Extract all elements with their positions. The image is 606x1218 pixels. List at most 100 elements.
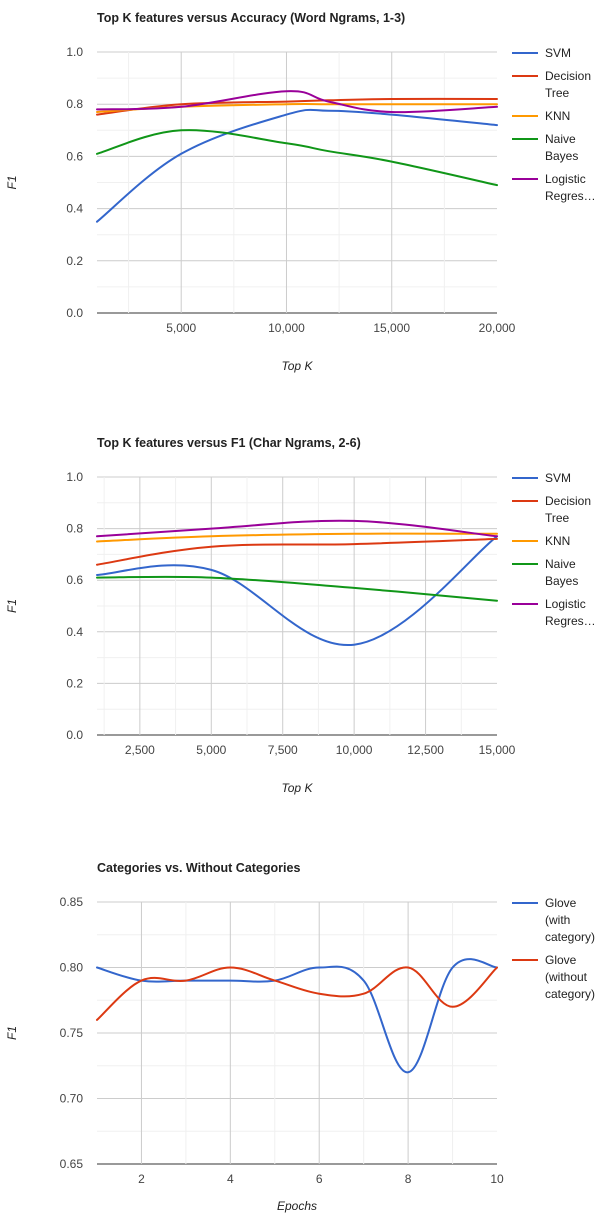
y-tick-label: 0.0 xyxy=(66,306,83,320)
series-line xyxy=(96,966,498,1021)
legend-label: Naive Bayes xyxy=(545,557,578,588)
legend-label: SVM xyxy=(545,471,571,485)
legend-label-line: Logistic xyxy=(545,172,586,186)
y-tick-label: 1.0 xyxy=(66,45,83,59)
chart-top-k-char-ngrams: Top K features versus F1 (Char Ngrams, 2… xyxy=(0,425,606,825)
legend-label-line: Naive xyxy=(545,557,576,571)
legend-item[interactable]: Decision Tree xyxy=(512,494,591,525)
x-tick-label: 12,500 xyxy=(407,743,444,757)
y-tick-label: 0.0 xyxy=(66,728,83,742)
legend-label: Glove (without category) xyxy=(545,953,595,1001)
x-tick-label: 15,000 xyxy=(373,321,410,335)
x-tick-label: 7,500 xyxy=(268,743,298,757)
y-tick-label: 0.70 xyxy=(60,1092,84,1106)
legend-label-line: Bayes xyxy=(545,574,578,588)
legend-label-line: KNN xyxy=(545,109,570,123)
legend-item[interactable]: Logistic Regres… xyxy=(512,172,596,203)
y-axis-label: F1 xyxy=(5,1026,19,1040)
x-tick-label: 5,000 xyxy=(166,321,196,335)
legend-label: Logistic Regres… xyxy=(545,172,596,203)
x-tick-label: 2 xyxy=(138,1172,145,1186)
x-tick-label: 15,000 xyxy=(479,743,516,757)
legend-label: SVM xyxy=(545,46,571,60)
legend-label: KNN xyxy=(545,109,570,123)
legend-item[interactable]: SVM xyxy=(512,46,571,60)
legend-label-line: Logistic xyxy=(545,597,586,611)
series-line xyxy=(96,537,498,566)
series-line xyxy=(96,90,498,114)
x-tick-label: 20,000 xyxy=(479,321,516,335)
chart-title: Top K features versus F1 (Char Ngrams, 2… xyxy=(97,436,361,450)
legend-item[interactable]: Decision Tree xyxy=(512,69,591,100)
series-line xyxy=(96,958,498,1074)
y-tick-label: 0.8 xyxy=(66,522,83,536)
legend-item[interactable]: SVM xyxy=(512,471,571,485)
y-axis-label: F1 xyxy=(5,599,19,613)
y-tick-label: 0.75 xyxy=(60,1026,84,1040)
x-axis-label: Top K xyxy=(282,359,314,373)
legend-label-line: Naive xyxy=(545,132,576,146)
legend-label: Decision Tree xyxy=(545,494,591,525)
legend-label: Decision Tree xyxy=(545,69,591,100)
series-line xyxy=(96,129,498,187)
legend-label-line: (without xyxy=(545,970,588,984)
legend-label-line: SVM xyxy=(545,471,571,485)
y-tick-label: 0.8 xyxy=(66,97,83,111)
x-tick-label: 5,000 xyxy=(196,743,226,757)
y-tick-label: 0.4 xyxy=(66,202,83,216)
chart-title: Top K features versus Accuracy (Word Ngr… xyxy=(97,11,405,25)
chart-svg: Top K features versus F1 (Char Ngrams, 2… xyxy=(5,436,596,795)
legend-label-line: Tree xyxy=(545,511,570,525)
series-line xyxy=(96,535,498,646)
legend-label-line: category) xyxy=(545,987,595,1001)
legend-item[interactable]: KNN xyxy=(512,534,570,548)
y-tick-label: 0.6 xyxy=(66,149,83,163)
chart-categories-vs-without: Categories vs. Without Categories 0.65 0.7… xyxy=(0,850,606,1218)
legend-label: Glove (with category) xyxy=(545,896,595,944)
y-tick-label: 0.80 xyxy=(60,961,84,975)
series-line xyxy=(96,575,498,602)
y-axis-label: F1 xyxy=(5,175,19,189)
y-tick-label: 0.6 xyxy=(66,573,83,587)
legend-label: KNN xyxy=(545,534,570,548)
legend-label-line: category) xyxy=(545,930,595,944)
legend-label-line: SVM xyxy=(545,46,571,60)
x-tick-label: 2,500 xyxy=(125,743,155,757)
y-tick-label: 0.65 xyxy=(60,1157,84,1171)
legend-label-line: Regres… xyxy=(545,614,596,628)
legend-label-line: Glove xyxy=(545,896,577,910)
legend-label-line: Decision xyxy=(545,69,591,83)
x-tick-label: 10,000 xyxy=(268,321,305,335)
legend-label-line: Decision xyxy=(545,494,591,508)
x-tick-label: 4 xyxy=(227,1172,234,1186)
x-axis-label: Top K xyxy=(282,781,314,795)
chart-top-k-word-ngrams: Top K features versus Accuracy (Word Ngr… xyxy=(0,0,606,400)
y-tick-label: 0.2 xyxy=(66,676,83,690)
series-line xyxy=(96,519,498,538)
chart-title: Categories vs. Without Categories xyxy=(97,861,300,875)
legend-label-line: Regres… xyxy=(545,189,596,203)
y-tick-label: 1.0 xyxy=(66,470,83,484)
legend-label-line: Glove xyxy=(545,953,577,967)
legend-label: Naive Bayes xyxy=(545,132,578,163)
x-tick-label: 10 xyxy=(490,1172,504,1186)
legend-item[interactable]: Naive Bayes xyxy=(512,132,578,163)
series-line xyxy=(96,532,498,543)
legend-label-line: KNN xyxy=(545,534,570,548)
chart-svg: Categories vs. Without Categories 0.65 0.7… xyxy=(5,861,595,1213)
y-tick-label: 0.4 xyxy=(66,625,83,639)
legend-item[interactable]: Glove (without category) xyxy=(512,953,595,1001)
chart-svg: Top K features versus Accuracy (Word Ngr… xyxy=(5,11,596,373)
x-axis-label: Epochs xyxy=(277,1199,317,1213)
legend-item[interactable]: Naive Bayes xyxy=(512,557,578,588)
y-tick-label: 0.85 xyxy=(60,895,84,909)
x-tick-label: 10,000 xyxy=(336,743,373,757)
legend-label-line: Tree xyxy=(545,86,570,100)
legend-item[interactable]: Logistic Regres… xyxy=(512,597,596,628)
legend-label: Logistic Regres… xyxy=(545,597,596,628)
legend-label-line: (with xyxy=(545,913,570,927)
legend-item[interactable]: Glove (with category) xyxy=(512,896,595,944)
series-line xyxy=(96,97,498,116)
legend-item[interactable]: KNN xyxy=(512,109,570,123)
series-line xyxy=(96,108,498,223)
